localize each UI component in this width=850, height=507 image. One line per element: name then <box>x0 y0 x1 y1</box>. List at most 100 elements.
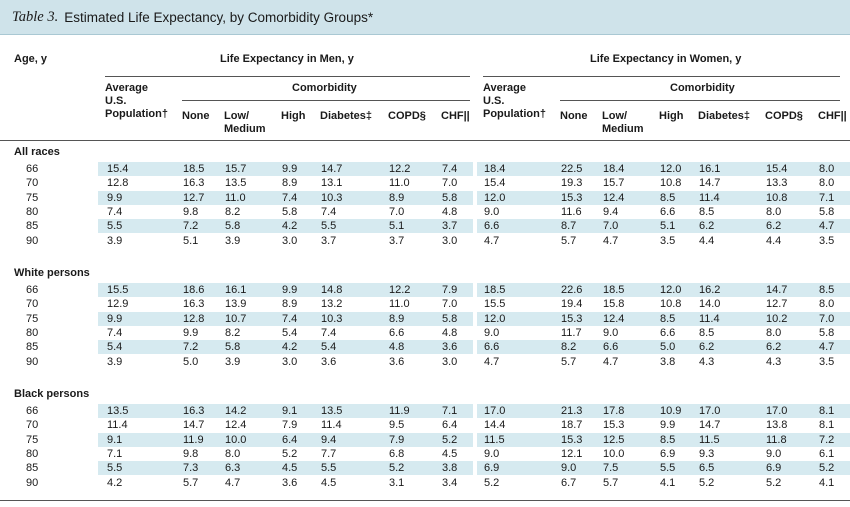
women-value-cell: 8.0 <box>766 205 782 218</box>
men-value-cell: 11.0 <box>389 298 410 311</box>
women-value-cell: 8.5 <box>660 433 676 446</box>
women-value-cell: 7.2 <box>819 433 835 446</box>
women-value-cell: 14.7 <box>699 177 721 190</box>
women-value-cell: 8.0 <box>819 298 835 311</box>
men-value-cell: 6.4 <box>282 433 298 446</box>
men-value-cell: 12.7 <box>183 191 205 204</box>
women-value-cell: 12.1 <box>561 447 583 460</box>
men-col-high: High <box>281 110 306 122</box>
women-value-cell: 8.5 <box>699 326 715 339</box>
table-row: 66 15.5 18.6 16.1 9.9 14.8 12.2 7.9 18.5 22.6 18.5… <box>0 283 850 297</box>
women-value-cell: 14.4 <box>484 419 506 432</box>
women-value-cell: 10.8 <box>660 177 682 190</box>
men-header: Life Expectancy in Men, y <box>220 53 354 65</box>
men-value-cell: 5.8 <box>442 191 458 204</box>
men-value-cell: 12.8 <box>183 312 205 325</box>
women-col-high: High <box>659 110 684 122</box>
women-value-cell: 4.7 <box>603 234 619 247</box>
men-value-cell: 8.2 <box>225 326 241 339</box>
men-value-cell: 3.6 <box>321 355 337 368</box>
men-value-cell: 15.7 <box>225 163 247 175</box>
women-value-cell: 7.0 <box>603 220 619 233</box>
women-col-copd: COPD§ <box>765 110 803 122</box>
women-value-cell: 13.8 <box>766 419 788 432</box>
women-value-cell: 15.3 <box>561 433 583 446</box>
women-value-cell: 4.4 <box>699 234 715 247</box>
men-value-cell: 14.2 <box>225 405 247 417</box>
women-col-diabetes: Diabetes‡ <box>698 110 750 122</box>
men-value-cell: 11.0 <box>225 191 246 204</box>
women-value-cell: 8.0 <box>819 177 835 190</box>
men-value-cell: 12.9 <box>107 298 129 311</box>
age-cell: 80 <box>26 205 39 218</box>
age-cell: 90 <box>26 355 39 368</box>
men-value-cell: 3.0 <box>282 355 298 368</box>
women-value-cell: 8.7 <box>561 220 577 233</box>
men-value-cell: 7.1 <box>442 405 458 417</box>
women-value-cell: 15.4 <box>766 163 788 175</box>
men-value-cell: 4.2 <box>107 476 123 489</box>
men-value-cell: 7.4 <box>442 163 458 175</box>
men-value-cell: 3.9 <box>107 355 123 368</box>
women-value-cell: 11.7 <box>561 326 582 339</box>
men-value-cell: 9.9 <box>107 191 123 204</box>
table-row: 75 9.1 11.9 10.0 6.4 9.4 7.9 5.2 11.5 15.3 12.5 8.5… <box>0 432 850 447</box>
table-row: 75 9.9 12.8 10.7 7.4 10.3 8.9 5.8 12.0 15.3 12.4 8.… <box>0 311 850 326</box>
women-average-header-1: Average <box>483 82 527 94</box>
women-header-rule <box>483 76 840 77</box>
men-value-cell: 7.9 <box>442 284 458 296</box>
men-value-cell: 11.9 <box>389 405 410 417</box>
women-value-cell: 5.7 <box>561 234 577 247</box>
men-value-cell: 5.5 <box>107 220 123 233</box>
men-value-cell: 12.8 <box>107 177 129 190</box>
women-value-cell: 4.1 <box>660 476 676 489</box>
women-value-cell: 10.9 <box>660 405 682 417</box>
women-value-cell: 12.4 <box>603 191 625 204</box>
men-value-cell: 11.4 <box>107 419 128 432</box>
women-value-cell: 4.7 <box>603 355 619 368</box>
men-value-cell: 7.2 <box>183 220 199 233</box>
men-value-cell: 3.0 <box>282 234 298 247</box>
men-value-cell: 4.5 <box>321 476 337 489</box>
men-value-cell: 7.4 <box>321 205 337 218</box>
table-row: 85 5.5 7.2 5.8 4.2 5.5 5.1 3.7 6.6 8.7 7.0 5.1 6.2 6.… <box>0 219 850 234</box>
women-value-cell: 6.9 <box>484 462 500 475</box>
men-value-cell: 7.4 <box>282 312 298 325</box>
women-value-cell: 6.9 <box>660 447 676 460</box>
men-value-cell: 4.8 <box>389 341 405 354</box>
table-row: 66 15.4 18.5 15.7 9.9 14.7 12.2 7.4 18.4 22.5 18.4… <box>0 162 850 176</box>
women-value-cell: 6.7 <box>561 476 577 489</box>
men-value-cell: 9.4 <box>321 433 337 446</box>
women-value-cell: 11.6 <box>561 205 582 218</box>
women-value-cell: 7.5 <box>603 462 619 475</box>
group-label: All races <box>14 146 60 158</box>
men-value-cell: 5.4 <box>107 341 123 354</box>
men-value-cell: 16.3 <box>183 405 205 417</box>
men-col-diabetes: Diabetes‡ <box>320 110 372 122</box>
men-value-cell: 4.2 <box>282 220 298 233</box>
men-value-cell: 7.4 <box>321 326 337 339</box>
women-value-cell: 6.2 <box>699 341 715 354</box>
table-row: 70 11.4 14.7 12.4 7.9 11.4 9.5 6.4 14.4 18.7 15.3 9… <box>0 418 850 432</box>
age-cell: 85 <box>26 220 39 233</box>
men-value-cell: 7.2 <box>183 341 199 354</box>
men-value-cell: 5.1 <box>389 220 405 233</box>
women-value-cell: 5.8 <box>819 326 835 339</box>
women-value-cell: 8.2 <box>561 341 577 354</box>
men-value-cell: 10.3 <box>321 312 343 325</box>
men-value-cell: 5.0 <box>183 355 199 368</box>
table-title-bar: Table 3. Estimated Life Expectancy, by C… <box>0 0 850 35</box>
table-number: Table 3. <box>12 8 59 25</box>
women-value-cell: 18.5 <box>484 284 506 296</box>
men-value-cell: 9.5 <box>389 419 405 432</box>
women-value-cell: 9.9 <box>660 419 676 432</box>
men-value-cell: 7.4 <box>282 191 298 204</box>
men-value-cell: 3.0 <box>442 355 458 368</box>
women-value-cell: 17.0 <box>766 405 788 417</box>
women-value-cell: 4.3 <box>766 355 782 368</box>
women-value-cell: 11.8 <box>766 433 787 446</box>
men-average-header-2: U.S. <box>105 95 127 107</box>
men-value-cell: 4.5 <box>442 447 458 460</box>
women-value-cell: 8.5 <box>660 191 676 204</box>
men-value-cell: 4.7 <box>225 476 241 489</box>
